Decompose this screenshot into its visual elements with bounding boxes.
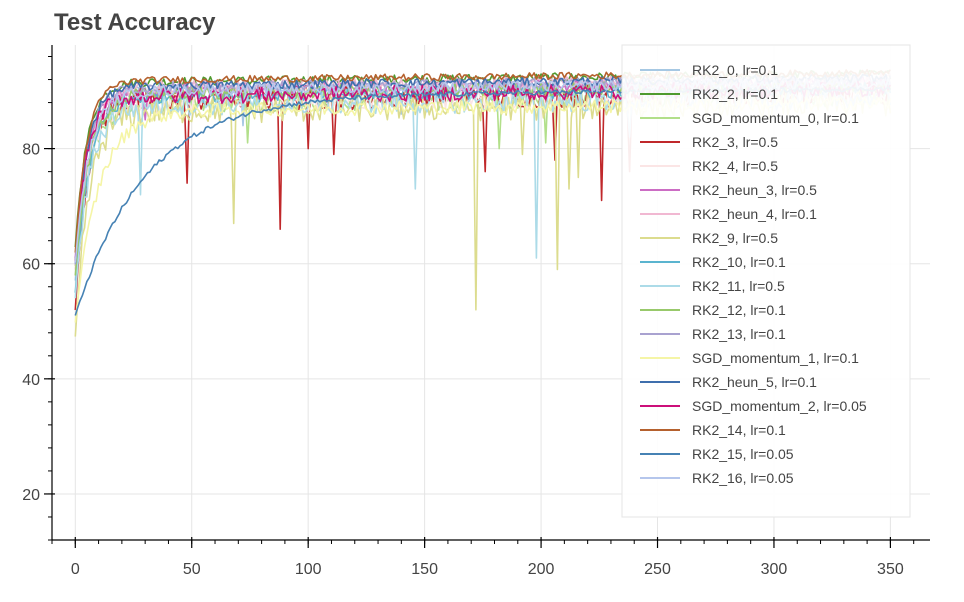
legend-label: RK2_16, lr=0.05: [692, 470, 794, 486]
x-tick-label: 300: [761, 561, 788, 578]
x-tick-label: 100: [295, 561, 322, 578]
legend-box: [621, 44, 911, 518]
x-tick-label: 200: [528, 561, 555, 578]
legend: RK2_0, lr=0.1 RK2_2, lr=0.1 SGD_momentum_0…: [621, 44, 911, 518]
legend-label: RK2_3, lr=0.5: [692, 134, 778, 150]
legend-label: RK2_heun_3, lr=0.5: [692, 182, 817, 198]
axes: 0 50 100 150 200 250 300 350 20 40 60 80: [22, 45, 930, 578]
legend-label: RK2_4, lr=0.5: [692, 158, 778, 174]
legend-label: RK2_9, lr=0.5: [692, 230, 778, 246]
y-tick-label: 60: [22, 257, 40, 274]
x-tick-label: 0: [71, 561, 80, 578]
legend-label: SGD_momentum_1, lr=0.1: [692, 350, 859, 366]
legend-label: RK2_10, lr=0.1: [692, 254, 786, 270]
legend-label: SGD_momentum_2, lr=0.05: [692, 398, 867, 414]
x-tick-label: 250: [644, 561, 671, 578]
y-tick-label: 40: [22, 372, 40, 389]
legend-label: RK2_heun_4, lr=0.1: [692, 206, 817, 222]
legend-label: RK2_11, lr=0.5: [692, 278, 785, 294]
legend-label: RK2_15, lr=0.05: [692, 446, 794, 462]
y-tick-label: 20: [22, 487, 40, 504]
legend-label: RK2_0, lr=0.1: [692, 62, 778, 78]
y-tick-label: 80: [22, 142, 40, 159]
chart-title: Test Accuracy: [54, 9, 216, 36]
legend-label: RK2_14, lr=0.1: [692, 422, 786, 438]
legend-label: RK2_13, lr=0.1: [692, 326, 786, 342]
x-tick-label: 50: [183, 561, 201, 578]
legend-label: RK2_2, lr=0.1: [692, 86, 778, 102]
x-tick-label: 350: [877, 561, 904, 578]
x-tick-label: 150: [411, 561, 438, 578]
legend-label: RK2_heun_5, lr=0.1: [692, 374, 817, 390]
legend-label: SGD_momentum_0, lr=0.1: [692, 110, 859, 126]
legend-label: RK2_12, lr=0.1: [692, 302, 786, 318]
